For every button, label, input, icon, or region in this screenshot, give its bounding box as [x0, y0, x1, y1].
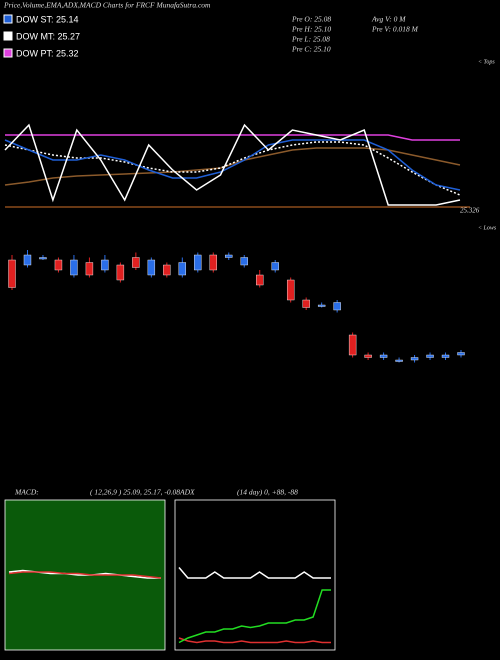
legend: DOW ST: 25.14 DOW MT: 25.27 DOW PT: 25.3…	[3, 14, 80, 58]
candle-body	[132, 257, 140, 268]
info: Pre O: 25.08	[291, 15, 331, 24]
legend-label: DOW PT: 25.32	[16, 48, 79, 58]
legend-swatch	[3, 31, 13, 41]
candle-body	[302, 299, 310, 308]
legend-swatch	[3, 14, 13, 24]
candle-body	[194, 254, 202, 271]
candle-body	[441, 354, 450, 358]
candle-body	[209, 254, 217, 271]
candle-body	[178, 262, 187, 276]
macd-label: MACD:	[14, 488, 39, 497]
candle-body	[271, 262, 279, 271]
candle-body	[116, 264, 125, 281]
candle-body	[286, 279, 295, 301]
candle-body	[225, 254, 233, 258]
candle-body	[395, 359, 403, 362]
series-line	[178, 567, 331, 579]
candle-body	[101, 259, 109, 271]
info: Avg V: 0 M	[371, 15, 406, 24]
candle-body	[23, 254, 32, 266]
title: Price,Volume,EMA,ADX,MACD Charts for FRC…	[3, 1, 211, 10]
series-line	[4, 139, 461, 191]
series-line	[8, 571, 162, 579]
candle-body	[85, 262, 94, 276]
candle-body	[256, 274, 264, 286]
candle-body	[379, 354, 388, 358]
tops-label: < Tops	[478, 59, 495, 65]
support-label: 25.326	[460, 207, 480, 215]
series-line	[4, 141, 461, 196]
candle-body	[348, 334, 357, 356]
info: Pre H: 25.10	[291, 25, 331, 34]
candle-body	[8, 259, 16, 288]
legend-label: DOW ST: 25.14	[16, 14, 79, 24]
candle-body	[39, 257, 47, 260]
candle-body	[457, 352, 465, 356]
series-line	[4, 147, 461, 186]
candle-body	[163, 264, 171, 276]
legend-swatch	[3, 48, 13, 58]
series-line	[4, 123, 461, 206]
info: Pre V: 0.018 M	[371, 25, 419, 34]
legend-label: DOW MT: 25.27	[16, 31, 80, 41]
info: Pre L: 25.08	[291, 35, 330, 44]
candle-body	[240, 257, 248, 266]
macd-params: ( 12,26,9 ) 25.09, 25.17, -0.08	[90, 488, 180, 497]
candle-body	[410, 357, 419, 361]
candle-body	[333, 302, 341, 311]
candle-body	[364, 354, 372, 358]
candle-body	[317, 304, 326, 307]
series-line	[178, 589, 331, 644]
candle-body	[54, 259, 63, 271]
candle-body	[147, 259, 156, 276]
adx-params: (14 day) 0, +88, -88	[237, 488, 298, 497]
candle-body	[426, 354, 434, 358]
adx-label: ADX	[179, 488, 195, 497]
lows-label: < Lows	[478, 225, 497, 231]
candle-body	[70, 259, 78, 276]
series-line	[178, 637, 331, 644]
info: Pre C: 25.10	[291, 45, 331, 54]
